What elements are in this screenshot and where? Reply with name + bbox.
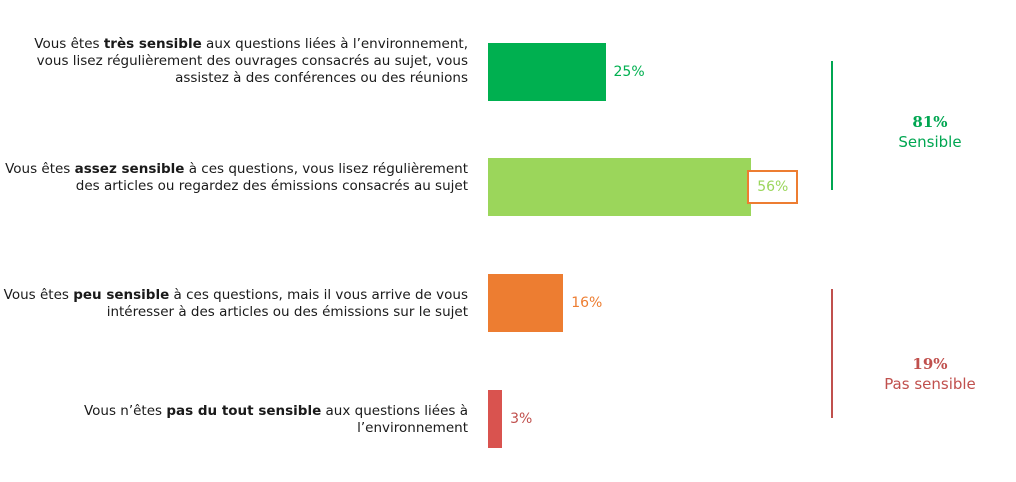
group-pct-sensible: 81% <box>912 113 948 131</box>
category-label-pas-du-tout-sensible: Vous n’êtes pas du tout sensible aux que… <box>83 403 468 436</box>
category-label-peu-sensible: Vous êtes peu sensible à ces questions, … <box>3 287 468 320</box>
group-label-pas-sensible: Pas sensible <box>884 375 976 393</box>
value-label-peu-sensible: 16% <box>571 295 603 311</box>
bar-tres-sensible <box>488 43 606 101</box>
bar-peu-sensible <box>488 274 564 332</box>
bar-assez-sensible <box>488 158 752 216</box>
value-label-pas-du-tout-sensible: 3% <box>510 411 533 427</box>
group-summary-pas-sensible: 19% Pas sensible <box>860 354 1000 394</box>
group-bracket-pas-sensible <box>831 289 833 418</box>
group-label-sensible: Sensible <box>898 133 962 151</box>
value-label-assez-sensible: 56% <box>747 170 799 204</box>
group-bracket-sensible <box>831 61 833 190</box>
value-label-tres-sensible: 25% <box>613 64 645 80</box>
category-label-assez-sensible: Vous êtes assez sensible à ces questions… <box>5 161 468 194</box>
group-pct-pas-sensible: 19% <box>912 355 948 373</box>
bar-pas-du-tout-sensible <box>488 390 503 448</box>
group-summary-sensible: 81% Sensible <box>860 112 1000 152</box>
category-label-tres-sensible: Vous êtes très sensible aux questions li… <box>34 36 468 86</box>
